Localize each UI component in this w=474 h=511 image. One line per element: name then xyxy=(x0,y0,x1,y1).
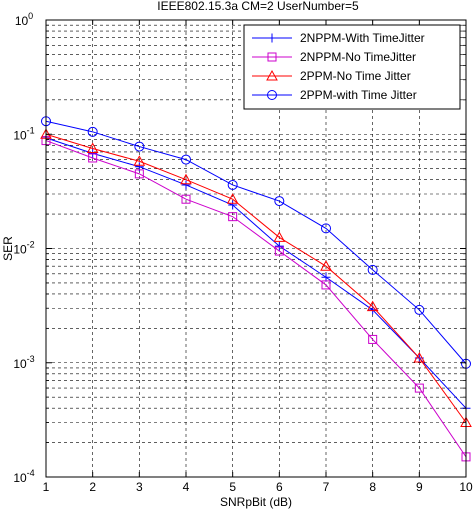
series-layer xyxy=(40,116,472,462)
data-point xyxy=(274,246,284,256)
x-tick-label: 9 xyxy=(416,480,423,494)
chart-title: IEEE802.15.3a CM=2 UserNumber=5 xyxy=(157,0,359,13)
y-axis-label: SER xyxy=(1,236,15,261)
data-point xyxy=(87,126,98,137)
y-tick-label: 10-1 xyxy=(13,125,34,142)
x-tick-label: 10 xyxy=(459,480,473,494)
series-line xyxy=(45,137,467,409)
data-point xyxy=(414,383,424,393)
x-axis-ticks: 1 2 3 4 5 6 7 8 9 10 xyxy=(43,20,473,494)
series-2 xyxy=(41,136,471,462)
y-axis-ticks: 100 10-1 10-2 10-3 10-4 xyxy=(13,11,466,485)
data-point xyxy=(180,173,192,185)
data-point xyxy=(228,212,238,222)
data-point xyxy=(88,153,98,163)
legend-label: 2PPM-No Time Jitter xyxy=(300,69,411,83)
x-tick-label: 1 xyxy=(43,480,50,494)
data-point xyxy=(321,272,331,282)
data-point xyxy=(133,155,146,166)
data-point xyxy=(228,200,238,210)
legend-label: 2PPM-with Time Jitter xyxy=(300,88,417,102)
data-point xyxy=(368,334,378,344)
legend: 2NPPM-With TimeJitter 2NPPM-No TimeJitter… xyxy=(243,24,461,110)
data-point xyxy=(134,141,145,152)
series-4 xyxy=(41,116,471,369)
data-point xyxy=(321,223,331,234)
data-point xyxy=(181,154,191,165)
x-axis-label: SNRpBit (dB) xyxy=(220,495,292,509)
data-point xyxy=(181,194,191,204)
legend-item: 2NPPM-No TimeJitter xyxy=(252,50,416,64)
x-tick-label: 7 xyxy=(323,480,330,494)
data-point xyxy=(134,169,144,179)
legend-item: 2PPM-with Time Jitter xyxy=(252,88,417,102)
data-point xyxy=(226,193,239,204)
series-line xyxy=(45,140,467,458)
x-tick-label: 2 xyxy=(89,480,96,494)
data-point xyxy=(413,351,426,363)
data-point xyxy=(367,264,378,275)
y-tick-label: 10-2 xyxy=(13,240,34,257)
legend-label: 2NPPM-With TimeJitter xyxy=(300,31,425,45)
series-line xyxy=(45,133,467,423)
x-tick-label: 8 xyxy=(369,480,376,494)
data-point xyxy=(181,180,191,190)
data-point xyxy=(321,280,331,290)
data-point xyxy=(88,148,98,158)
x-tick-label: 5 xyxy=(229,480,236,494)
legend-item: 2NPPM-With TimeJitter xyxy=(252,31,425,45)
y-tick-label: 10-3 xyxy=(13,354,34,371)
data-point xyxy=(274,196,285,207)
data-point xyxy=(366,300,379,312)
x-tick-label: 4 xyxy=(183,480,190,494)
y-tick-label: 100 xyxy=(15,11,33,28)
legend-marker xyxy=(266,69,278,81)
data-point xyxy=(227,179,238,190)
data-point xyxy=(274,241,284,251)
data-point xyxy=(273,231,286,242)
legend-item: 2PPM-No Time Jitter xyxy=(252,69,411,83)
data-point xyxy=(320,260,332,271)
data-point xyxy=(414,304,425,315)
legend-marker xyxy=(267,90,277,100)
data-point xyxy=(86,142,99,154)
y-tick-label: 10-4 xyxy=(13,468,34,485)
legend-label: 2NPPM-No TimeJitter xyxy=(300,50,416,64)
x-tick-label: 3 xyxy=(136,480,143,494)
legend-marker xyxy=(267,33,277,43)
series-line xyxy=(45,120,467,365)
legend-marker xyxy=(267,52,277,62)
series-1 xyxy=(41,133,471,413)
x-tick-label: 6 xyxy=(276,480,283,494)
